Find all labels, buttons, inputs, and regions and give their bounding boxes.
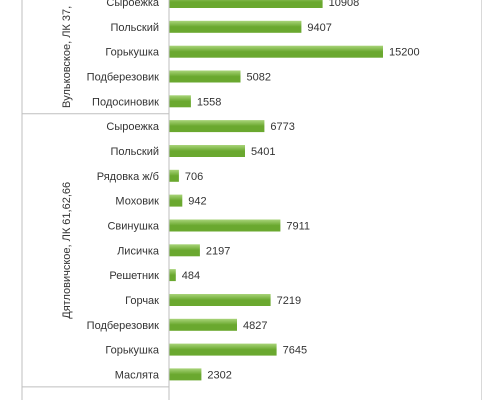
category-label: Моховик bbox=[115, 196, 159, 208]
data-label: 6773 bbox=[270, 121, 294, 133]
data-label: 484 bbox=[182, 270, 200, 282]
category-label: Сыроежка bbox=[106, 121, 159, 133]
bar bbox=[169, 120, 265, 133]
category-label: Свинушка bbox=[107, 221, 159, 233]
bar bbox=[169, 169, 179, 182]
category-label: Горькушка bbox=[105, 47, 160, 59]
data-label: 7219 bbox=[277, 295, 301, 307]
data-label: 706 bbox=[185, 171, 203, 183]
category-label: Маслята bbox=[115, 369, 160, 381]
category-label: Польский bbox=[110, 22, 159, 34]
bar bbox=[169, 194, 183, 207]
data-label: 10908 bbox=[329, 0, 360, 9]
data-label: 7645 bbox=[283, 345, 307, 357]
bar bbox=[169, 318, 237, 331]
bar bbox=[169, 219, 281, 232]
data-label: 5082 bbox=[247, 72, 271, 84]
bar bbox=[169, 70, 241, 83]
bar bbox=[169, 0, 323, 8]
category-label: Решетник bbox=[109, 270, 159, 282]
group-label: Вульковское, ЛК 37, bbox=[61, 6, 73, 108]
category-label: Подберезовик bbox=[87, 72, 160, 84]
bar bbox=[169, 95, 191, 108]
chart-frame-border bbox=[481, 0, 482, 400]
bar bbox=[169, 45, 383, 58]
bar bbox=[169, 244, 200, 257]
category-label: Горчак bbox=[125, 295, 159, 307]
category-label: Горькушка bbox=[105, 345, 160, 357]
bar bbox=[169, 20, 302, 33]
data-label: 9407 bbox=[307, 22, 331, 34]
category-label: Рядовка ж/б bbox=[97, 171, 159, 183]
category-label: Подосиновик bbox=[92, 96, 159, 108]
category-label: Сыроежка bbox=[106, 0, 159, 9]
category-label: Подберезовик bbox=[87, 320, 160, 332]
bar bbox=[169, 343, 277, 356]
bar bbox=[169, 145, 245, 157]
data-label: 2197 bbox=[206, 245, 230, 257]
group-label: Дятловичское, ЛК 61,62,66 bbox=[61, 182, 73, 319]
data-label: 5401 bbox=[251, 146, 275, 158]
data-label: 7911 bbox=[286, 221, 310, 233]
bar bbox=[169, 294, 271, 306]
bar bbox=[169, 269, 176, 282]
bar bbox=[169, 368, 202, 381]
category-label: Польский bbox=[110, 146, 159, 158]
data-label: 942 bbox=[188, 196, 206, 208]
data-label: 1558 bbox=[197, 96, 221, 108]
data-label: 4827 bbox=[243, 320, 267, 332]
data-label: 2302 bbox=[207, 369, 231, 381]
data-label: 15200 bbox=[389, 47, 420, 59]
category-label: Лисичка bbox=[117, 245, 160, 257]
